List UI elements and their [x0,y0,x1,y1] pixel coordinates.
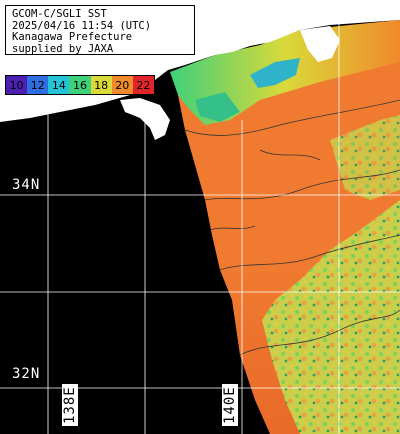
colorbar-tick-12: 12 [27,76,49,94]
colorbar-tick-14: 14 [48,76,70,94]
lon-label-140e: 140E [222,384,238,426]
info-sensor: GCOM-C/SGLI SST [12,8,107,20]
sst-contours [184,99,400,356]
colorbar-tick-20: 20 [111,76,133,94]
info-region: Kanagawa Prefecture [12,31,133,43]
info-datetime: 2025/04/16 11:54 (UTC) [12,19,152,32]
info-credit: supplied by JAXA [12,42,114,55]
colorbar-tick-10: 10 [6,76,28,94]
lat-label-32n: 32N [12,366,41,382]
colorbar-tick-18: 18 [90,76,112,94]
land-boso [300,26,340,62]
sea-cool-patch [250,58,300,88]
info-box: GCOM-C/SGLI SST 2025/04/16 11:54 (UTC) K… [5,5,195,55]
graticule [0,20,400,434]
colorbar-tick-16: 16 [69,76,91,94]
sea-mixed-region [262,200,400,434]
lon-label-138e: 138E [62,384,78,426]
sst-colorbar: 10 12 14 16 18 20 22 [5,75,155,95]
colorbar-tick-22: 22 [132,76,154,94]
lat-label-34n: 34N [12,177,41,193]
sea-cool-patch-2 [195,92,240,122]
